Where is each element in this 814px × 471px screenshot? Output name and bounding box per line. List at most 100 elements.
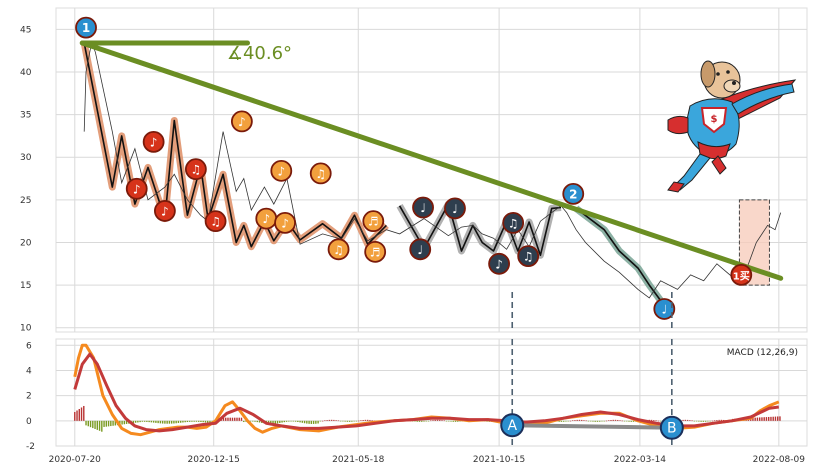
macd-histogram-bar bbox=[761, 417, 763, 421]
macd-histogram-bar bbox=[576, 419, 578, 421]
macd-histogram-bar bbox=[445, 420, 448, 422]
macd-histogram-bar bbox=[443, 420, 445, 422]
macd-histogram-bar bbox=[184, 420, 186, 423]
macd-histogram-bar bbox=[585, 420, 587, 422]
music-note-marker-icon: ♫ bbox=[517, 245, 540, 268]
macd-histogram-bar bbox=[112, 420, 114, 426]
macd-histogram-bar bbox=[234, 417, 236, 421]
music-note-marker-icon: ♪ bbox=[153, 200, 176, 222]
price-y-tick-label: 30 bbox=[20, 153, 32, 163]
macd-histogram-bar bbox=[281, 420, 283, 423]
macd-histogram-bar bbox=[612, 419, 614, 421]
macd-histogram-bar bbox=[571, 420, 574, 421]
marker-circle bbox=[142, 130, 165, 153]
macd-histogram-bar bbox=[416, 420, 418, 422]
marker-circle bbox=[230, 110, 253, 133]
macd-histogram-bar bbox=[173, 420, 175, 424]
macd-histogram-bar bbox=[695, 420, 698, 422]
divergence-connector bbox=[512, 423, 672, 430]
angle-annotation: ∡40.6° bbox=[227, 43, 292, 64]
macd-y-tick-label: 6 bbox=[26, 341, 32, 351]
macd-histogram-bar bbox=[103, 420, 105, 427]
marker-label: ♪ bbox=[262, 212, 270, 226]
macd-histogram-bar bbox=[89, 420, 92, 428]
macd-histogram-bar bbox=[423, 420, 425, 422]
svg-text:$: $ bbox=[711, 114, 718, 125]
macd-histogram-bar bbox=[421, 420, 423, 422]
macd-histogram-bar bbox=[204, 420, 207, 423]
macd-histogram-bar bbox=[707, 420, 709, 422]
music-note-marker-icon: ♩ bbox=[409, 238, 432, 261]
macd-histogram-bar bbox=[603, 420, 605, 422]
macd-histogram-bar bbox=[452, 420, 454, 422]
marker-label: ♪ bbox=[238, 115, 246, 129]
date-x-tick-label: 2020-12-15 bbox=[188, 455, 240, 465]
macd-histogram-bar bbox=[756, 417, 759, 421]
macd-histogram-bar bbox=[98, 420, 101, 431]
macd-histogram-bar bbox=[337, 420, 340, 422]
macd-y-tick-label: -2 bbox=[26, 442, 35, 452]
date-x-tick-label: 2021-10-15 bbox=[473, 455, 525, 465]
macd-histogram-bar bbox=[292, 420, 295, 422]
macd-histogram-bar bbox=[209, 420, 211, 424]
macd-histogram-bar bbox=[193, 420, 195, 422]
macd-histogram-bar bbox=[182, 420, 184, 423]
marker-label: ♫ bbox=[333, 243, 344, 257]
macd-histogram-bar bbox=[222, 417, 225, 421]
macd-histogram-bar bbox=[590, 420, 592, 422]
macd-histogram-bar bbox=[657, 420, 660, 422]
macd-histogram-bar bbox=[558, 420, 560, 422]
music-note-marker-icon: ♪ bbox=[125, 177, 148, 200]
macd-histogram-bar bbox=[78, 408, 80, 421]
macd-histogram-bar bbox=[427, 420, 430, 422]
macd-histogram-bar bbox=[599, 420, 601, 422]
macd-histogram-bar bbox=[270, 420, 272, 424]
macd-histogram-bar bbox=[581, 419, 583, 421]
macd-histogram-bar bbox=[626, 420, 628, 422]
macd-histogram-bar bbox=[164, 420, 166, 424]
macd-histogram-bar bbox=[412, 420, 414, 422]
macd-histogram-bar bbox=[146, 420, 148, 422]
macd-histogram-bar bbox=[243, 420, 245, 423]
macd-histogram-bar bbox=[693, 420, 696, 422]
macd-histogram-bar bbox=[610, 420, 612, 421]
divergence-marker: B bbox=[659, 415, 684, 440]
macd-histogram-bar bbox=[569, 420, 572, 422]
macd-histogram-bar bbox=[621, 420, 623, 422]
macd-histogram-bar bbox=[698, 420, 700, 422]
macd-histogram-bar bbox=[157, 420, 159, 424]
macd-histogram-bar bbox=[439, 419, 441, 421]
macd-histogram-bar bbox=[274, 420, 276, 424]
music-note-marker-icon: ♫ bbox=[327, 238, 350, 261]
marker-label: ♪ bbox=[133, 182, 141, 196]
divergence-marker: A bbox=[500, 413, 525, 438]
macd-histogram-bar bbox=[175, 420, 177, 424]
marker-label: ♩ bbox=[417, 243, 423, 257]
macd-histogram-bar bbox=[713, 420, 716, 421]
signal-marker: 1 bbox=[75, 16, 97, 39]
macd-histogram-bar bbox=[718, 419, 720, 421]
music-note-marker-icon: ♪ bbox=[270, 159, 293, 182]
macd-histogram-bar bbox=[720, 419, 723, 421]
marker-label: ♫ bbox=[190, 163, 201, 177]
macd-histogram-bar bbox=[148, 420, 150, 423]
macd-histogram-bar bbox=[312, 420, 315, 424]
price-layer: ∡40.6° 1 2 ♪ ♪ ♪ ♫ ♫ ♪ ♪ ♪ ♪ ♫ ♫ ♬ ♬ ♩ ♩ ♩ ♪ ♫ ♫ ♩ 1买 bbox=[75, 16, 784, 332]
divergence-marker-label: B bbox=[667, 421, 677, 437]
macd-histogram-bar bbox=[306, 420, 308, 424]
macd-histogram-bar bbox=[335, 420, 337, 421]
macd-histogram-bar bbox=[200, 420, 202, 423]
macd-histogram-bar bbox=[202, 420, 204, 423]
macd-histogram-bar bbox=[179, 420, 182, 423]
macd-histogram-bar bbox=[285, 420, 288, 422]
marker-circle bbox=[562, 182, 585, 205]
divergence-marker-label: A bbox=[507, 418, 517, 434]
marker-circle bbox=[488, 252, 510, 275]
marker-label: ♪ bbox=[277, 164, 285, 178]
marker-circle bbox=[502, 211, 525, 234]
music-note-marker-icon: ♫ bbox=[184, 158, 207, 181]
macd-histogram-bar bbox=[96, 420, 99, 430]
macd-histogram-bar bbox=[308, 420, 310, 424]
macd-histogram-bar bbox=[141, 420, 144, 422]
macd-histogram-bar bbox=[238, 417, 240, 421]
